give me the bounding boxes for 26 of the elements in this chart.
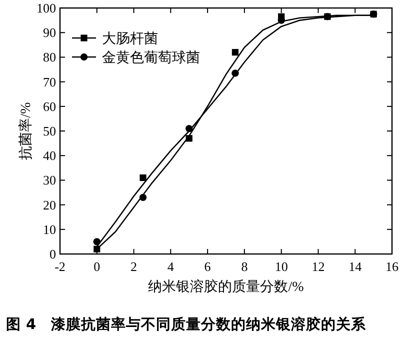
y-tick-label: 80 [43, 50, 56, 65]
y-tick-label: 10 [43, 222, 56, 237]
y-tick-label: 20 [43, 197, 56, 212]
x-tick-label: 16 [386, 259, 399, 274]
x-tick-label: 2 [130, 259, 138, 274]
text: 图 4 漆膜抗菌率与不同质量分数的纳米银溶胶的关系 [6, 315, 368, 333]
y-tick-label: 40 [43, 148, 56, 164]
x-tick-label: 8 [241, 259, 248, 274]
x-tick-label: -2 [54, 259, 66, 274]
y-tick-label: 90 [43, 25, 56, 40]
y-tick-label: 0 [50, 246, 56, 262]
x-tick-label: 0 [94, 259, 100, 274]
x-tick-label: 14 [348, 259, 362, 274]
y-tick-label: 70 [43, 74, 56, 90]
x-tick-label: 6 [204, 259, 212, 274]
x-tick-label: 4 [167, 259, 174, 274]
y-tick-label: 30 [43, 172, 56, 188]
y-tick-label: 60 [43, 98, 56, 114]
x-tick-label: 10 [274, 259, 288, 274]
y-axis-title: 抗菌率/% [18, 102, 34, 160]
x-axis-title: 纳米银溶胶的质量分数/% [148, 279, 304, 295]
legend-label: 大肠杆菌 [102, 31, 158, 47]
y-tick-label: 50 [43, 124, 56, 138]
y-tick-label: 100 [36, 0, 56, 16]
x-tick-label: 12 [312, 259, 325, 274]
legend-label: 金黄色葡萄球菌 [102, 50, 200, 66]
